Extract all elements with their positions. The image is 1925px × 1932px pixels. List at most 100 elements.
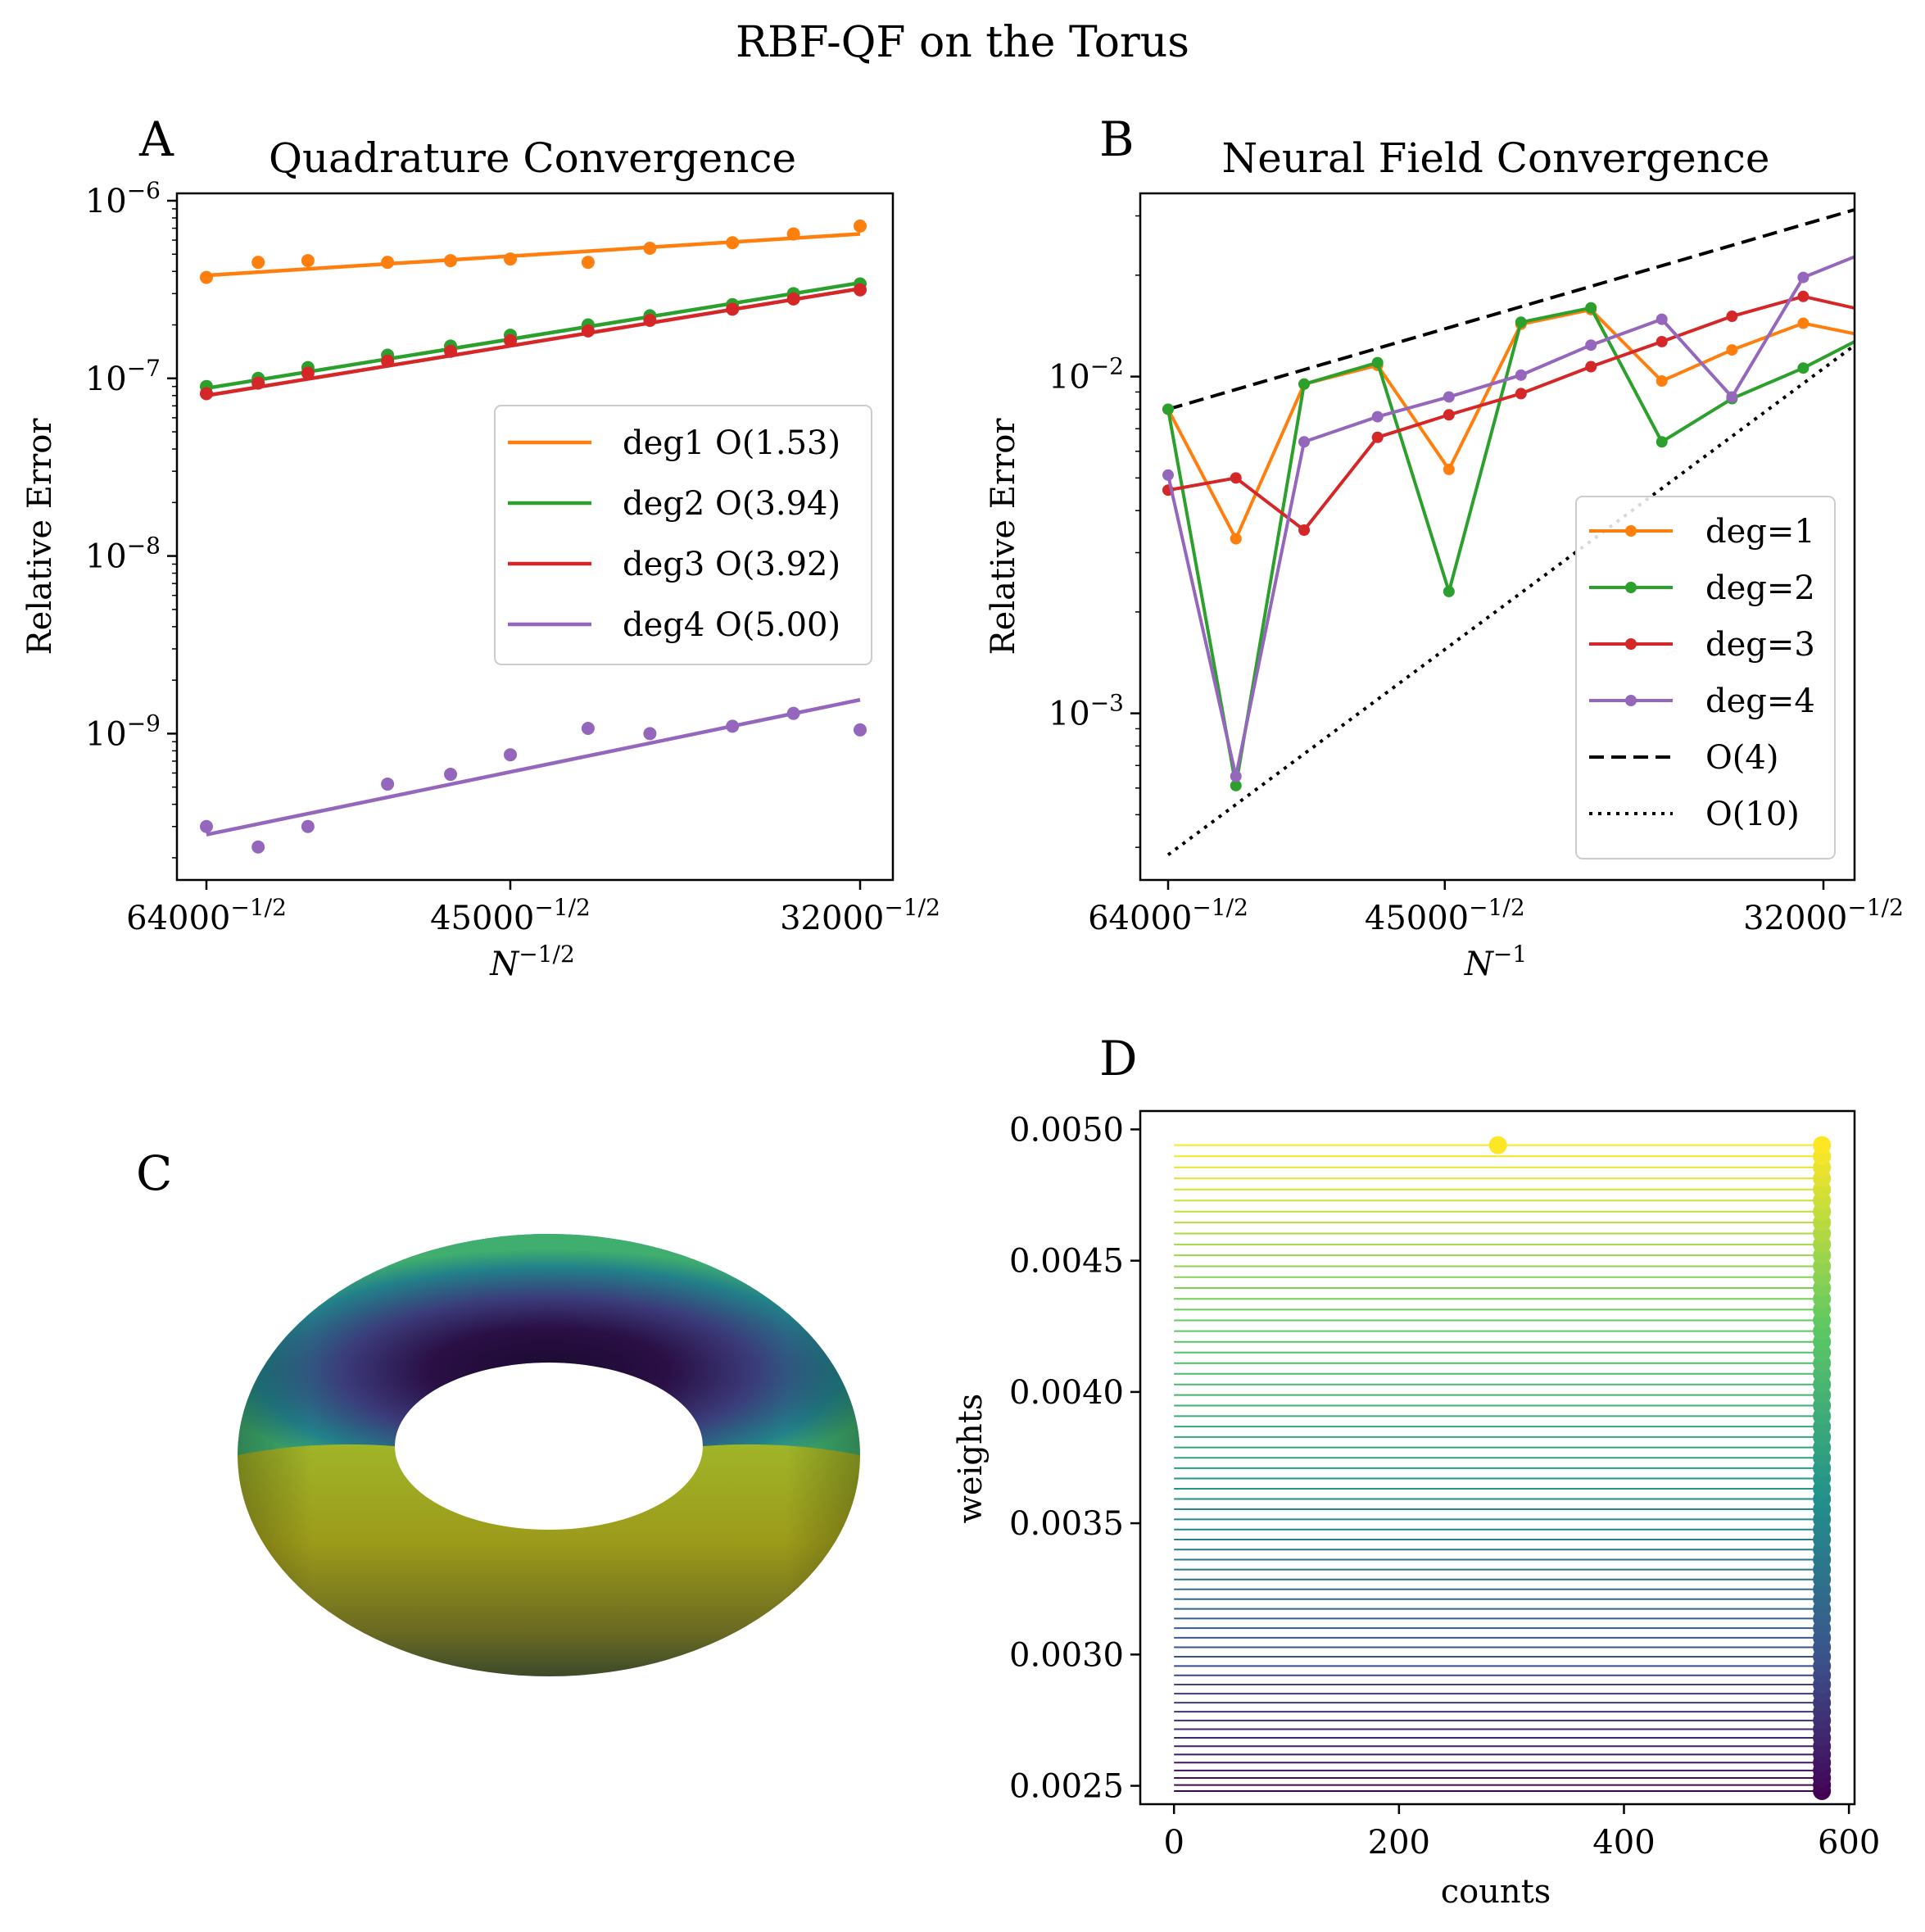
series-point-deg3 xyxy=(1797,290,1810,302)
panel-b-ylabel: Relative Error xyxy=(985,418,1022,655)
panel-b-legend: deg=1 deg=2 deg=3 deg=4 O(4) O(10) xyxy=(1575,496,1836,859)
data-point-deg3 xyxy=(251,376,265,390)
data-point-deg4 xyxy=(251,840,265,854)
data-point-deg3 xyxy=(581,324,595,338)
series-point-deg4 xyxy=(1298,436,1311,448)
series-point-deg4 xyxy=(1726,391,1738,403)
series-point-deg4 xyxy=(1162,469,1174,481)
series-point-deg2 xyxy=(1585,302,1597,314)
data-point-deg3 xyxy=(444,344,458,358)
y-tick-label: 10−8 xyxy=(85,533,161,576)
panel-b-xlabel: N−1 xyxy=(1464,941,1527,983)
series-point-deg4 xyxy=(1230,770,1242,782)
legend-label: deg=4 xyxy=(1705,683,1815,720)
data-point-deg4 xyxy=(581,722,595,736)
series-point-deg3 xyxy=(1371,431,1384,443)
data-point-deg3 xyxy=(643,314,657,328)
series-point-deg1 xyxy=(1656,375,1668,388)
panel-d-ylabel: weights xyxy=(952,1394,990,1524)
x-tick-label: 64000−1/2 xyxy=(1088,894,1248,937)
x-tick-label: 0 xyxy=(1163,1824,1184,1862)
y-tick-label: 0.0050 xyxy=(1009,1111,1124,1149)
series-point-deg2 xyxy=(1230,779,1242,791)
series-point-deg4 xyxy=(1443,391,1455,403)
series-point-deg2 xyxy=(1515,316,1527,329)
data-point-deg1 xyxy=(581,256,595,270)
series-point-deg3 xyxy=(1298,524,1311,537)
panel-a-axes-frame xyxy=(175,192,895,882)
y-tick-label: 0.0035 xyxy=(1009,1505,1124,1543)
panel-label-c: C xyxy=(136,1145,172,1201)
legend-marker xyxy=(1625,525,1637,537)
series-point-deg4 xyxy=(1797,271,1810,283)
series-point-deg3 xyxy=(1230,472,1242,484)
data-point-deg1 xyxy=(503,252,517,266)
series-point-deg2 xyxy=(1162,403,1174,415)
legend-label: deg=2 xyxy=(1705,569,1815,607)
data-point-deg4 xyxy=(301,819,315,833)
panel-a-title: Quadrature Convergence xyxy=(269,134,796,182)
legend-label: O(10) xyxy=(1705,796,1800,833)
series-point-deg4 xyxy=(1860,247,1872,258)
series-point-deg3 xyxy=(1860,305,1872,316)
series-point-deg4 xyxy=(1585,339,1597,351)
x-tick-label: 200 xyxy=(1368,1824,1430,1862)
y-tick-label: 10−9 xyxy=(85,710,161,753)
reference-line-dashed xyxy=(1167,207,1855,411)
panel-b-neural-field-chart: Neural Field Convergence 10−3 10−2 64000−1… xyxy=(985,134,1904,983)
data-point-deg3 xyxy=(854,283,867,297)
series-point-deg2 xyxy=(1443,585,1455,597)
y-tick-label: 0.0030 xyxy=(1009,1636,1124,1674)
data-point-deg4 xyxy=(381,777,395,791)
data-point-deg3 xyxy=(503,333,517,347)
series-point-deg3 xyxy=(1726,311,1738,323)
series-point-deg1 xyxy=(1797,317,1810,329)
series-point-deg4 xyxy=(1371,410,1384,423)
fit-line-deg2 xyxy=(206,280,861,391)
y-tick-label: 0.0040 xyxy=(1009,1374,1124,1412)
x-tick-label: 600 xyxy=(1818,1824,1880,1862)
y-tick-label: 0.0045 xyxy=(1009,1243,1124,1281)
panel-a-quadrature-chart: Quadrature Convergence 10−9 10−8 10−7 10−6 6… xyxy=(21,134,940,983)
data-point-deg4 xyxy=(643,727,657,741)
data-point-deg1 xyxy=(381,256,395,270)
data-point-deg1 xyxy=(643,241,657,255)
weight-point xyxy=(1813,1136,1832,1154)
x-tick-label: 32000−1/2 xyxy=(780,894,940,937)
data-point-deg3 xyxy=(301,366,315,380)
y-tick-label: 10−2 xyxy=(1049,353,1124,397)
legend-label-deg3: deg3 O(3.92) xyxy=(623,546,840,583)
data-point-deg1 xyxy=(786,227,800,241)
data-point-deg3 xyxy=(200,387,213,401)
series-point-deg3 xyxy=(1585,361,1597,373)
series-point-deg3 xyxy=(1443,409,1455,421)
legend-label: deg=1 xyxy=(1705,513,1815,551)
series-point-deg2 xyxy=(1860,330,1872,342)
legend-label-deg1: deg1 O(1.53) xyxy=(623,424,840,462)
series-point-deg3 xyxy=(1515,388,1527,400)
series-point-deg1 xyxy=(1230,533,1242,545)
x-tick-label: 400 xyxy=(1592,1824,1655,1862)
panel-a-ylabel: Relative Error xyxy=(21,418,59,655)
data-point-deg4 xyxy=(726,719,740,733)
series-point-deg1 xyxy=(1860,330,1872,342)
data-point-deg1 xyxy=(444,254,458,268)
y-tick-label: 10−3 xyxy=(1049,690,1124,733)
panel-b-axes-frame xyxy=(1139,192,1856,882)
x-tick-label: 32000−1/2 xyxy=(1743,894,1904,937)
highlight-point xyxy=(1488,1136,1507,1154)
data-point-deg1 xyxy=(301,254,315,268)
panel-b-title: Neural Field Convergence xyxy=(1222,134,1770,182)
data-point-deg1 xyxy=(726,236,740,250)
series-point-deg1 xyxy=(1726,344,1738,356)
legend-marker xyxy=(1625,638,1637,650)
figure-title: RBF-QF on the Torus xyxy=(736,18,1189,67)
data-point-deg3 xyxy=(726,302,740,316)
panel-label-a: A xyxy=(138,111,174,167)
series-point-deg4 xyxy=(1515,369,1527,381)
panel-a-xlabel: N−1/2 xyxy=(489,941,575,983)
x-tick-label: 45000−1/2 xyxy=(1365,894,1525,937)
fit-line-deg3 xyxy=(206,287,861,398)
panel-c-torus-surface xyxy=(238,1234,860,1676)
fit-line-deg4 xyxy=(206,697,861,837)
